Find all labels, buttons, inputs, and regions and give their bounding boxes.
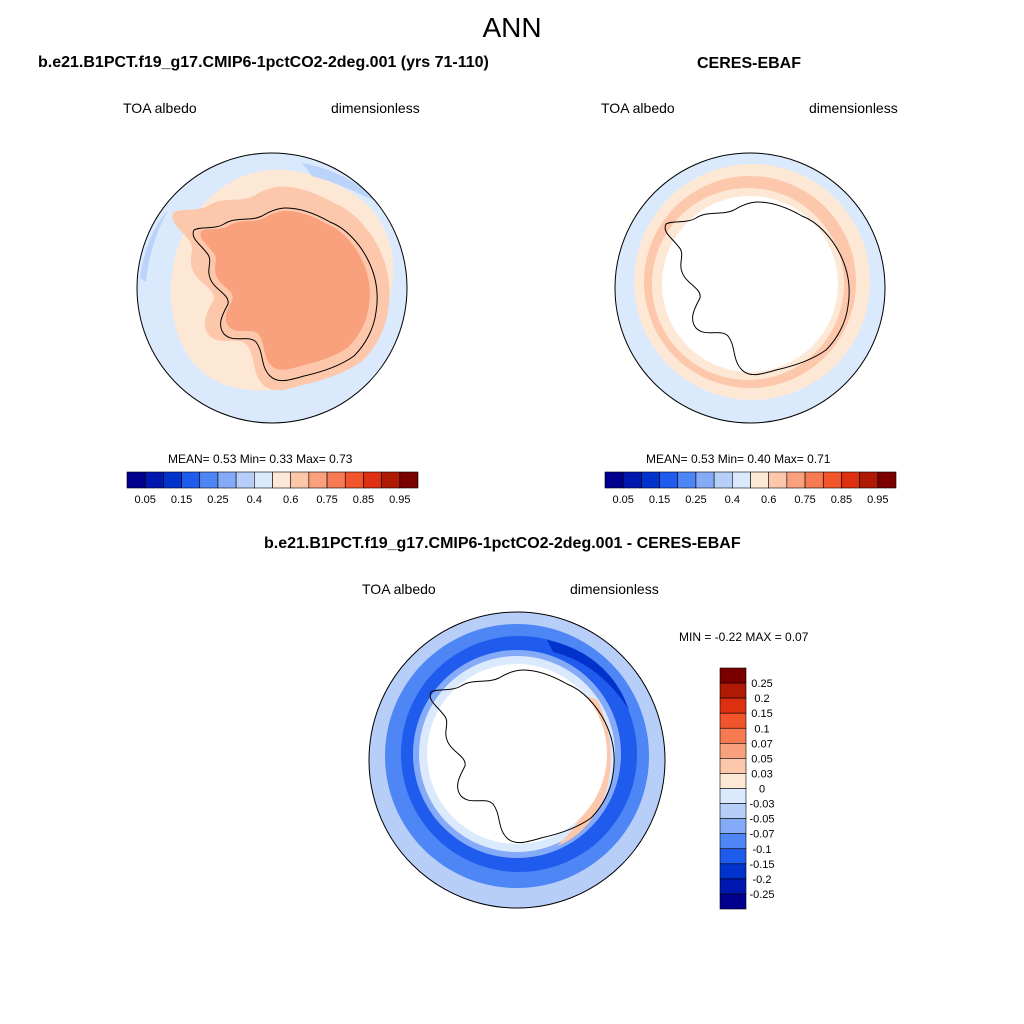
panel3-stats: MIN = -0.22 MAX = 0.07 (679, 630, 809, 644)
panel3-colorbar-tick-label: -0.07 (749, 829, 774, 841)
panel3-colorbar-tick-label: 0.25 (751, 678, 772, 690)
panel1-colorbar-swatch (308, 471, 328, 489)
panel1-colorbar-swatch (363, 471, 382, 489)
panel1-colorbar-swatch (217, 471, 237, 489)
panel1-colorbar-tick-label: 0.25 (207, 494, 228, 506)
panel3-colorbar-tick-label: -0.1 (753, 844, 772, 856)
panel3-colorbar-swatch (719, 788, 747, 804)
panel1-colorbar-swatch (344, 471, 364, 489)
panel3-colorbar-swatch (719, 878, 747, 895)
panel2-colorbar-swatch (604, 471, 624, 489)
panel3-colorbar-tick-label: 0.1 (754, 723, 769, 735)
panel3-colorbar-swatch (719, 818, 747, 834)
panel3-colorbar-tick-label: -0.15 (749, 859, 774, 871)
panel2-colorbar-tick-label: 0.95 (867, 494, 888, 506)
panel2-colorbar-swatch (713, 471, 733, 489)
panel1-colorbar-swatch (399, 471, 419, 489)
panel2-colorbar-swatch (750, 471, 769, 489)
panel3-colorbar-swatch (719, 803, 747, 819)
panel1-colorbar-tick-label: 0.4 (247, 494, 262, 506)
panel2-colorbar-tick-label: 0.75 (794, 494, 815, 506)
panel3-units-label: dimensionless (570, 581, 659, 597)
panel3-colorbar-tick-label: 0.15 (751, 708, 772, 720)
panel1-colorbar-swatch (254, 471, 273, 489)
panel2-colorbar-swatch (695, 471, 715, 489)
panel3-colorbar-swatch (719, 758, 747, 774)
panel3-colorbar-swatch (719, 863, 747, 880)
panel2-colorbar-tick-label: 0.15 (649, 494, 670, 506)
panel3-colorbar-swatch (719, 727, 747, 744)
panel2-polar-map (614, 152, 886, 424)
panel2-colorbar-tick-label: 0.4 (725, 494, 740, 506)
panel2-variable-label: TOA albedo (601, 100, 675, 116)
panel2-colorbar-tick-label: 0.6 (761, 494, 776, 506)
panel3-colorbar-swatch (719, 712, 747, 729)
panel1-stats: MEAN= 0.53 Min= 0.33 Max= 0.73 (168, 452, 353, 466)
panel2-colorbar-swatch (804, 471, 824, 489)
panel1-colorbar-tick-label: 0.75 (316, 494, 337, 506)
panel3-colorbar-tick-label: 0.2 (754, 693, 769, 705)
panel1-colorbar-swatch (199, 471, 219, 489)
panel1-colorbar-tick-label: 0.95 (389, 494, 410, 506)
panel2-colorbar-swatch (622, 471, 642, 489)
figure-title: ANN (482, 12, 542, 43)
panel3-colorbar-swatch (719, 743, 747, 759)
panel1-colorbar-tick-label: 0.15 (171, 494, 192, 506)
panel2-colorbar-swatch (877, 471, 897, 489)
panel3-title: b.e21.B1PCT.f19_g17.CMIP6-1pctCO2-2deg.0… (264, 535, 741, 552)
panel3-colorbar-swatch (719, 893, 747, 910)
panel1-colorbar-swatch (272, 471, 291, 489)
panel1-colorbar-swatch (381, 471, 401, 489)
panel1-title: b.e21.B1PCT.f19_g17.CMIP6-1pctCO2-2deg.0… (38, 54, 489, 71)
panel2-colorbar-tick-label: 0.85 (831, 494, 852, 506)
panel3-colorbar-swatch (719, 848, 747, 865)
panel1-colorbar-swatch (235, 471, 255, 489)
panel3-colorbar-tick-label: 0.03 (751, 768, 772, 780)
panel2-colorbar-tick-label: 0.25 (685, 494, 706, 506)
panel3-colorbar: 0.25 0.2 0.15 0.1 0.07 0.05 0.03 0 -0.03 -0.05 -0.… (719, 667, 775, 910)
panel2-colorbar-swatch (732, 471, 751, 489)
panel1-units-label: dimensionless (331, 100, 420, 116)
panel2-colorbar-swatch (768, 471, 788, 489)
panel2-colorbar-swatch (659, 471, 679, 489)
panel1-colorbar-swatch (326, 471, 346, 489)
panel3-colorbar-swatch (719, 682, 747, 699)
panel1-variable-label: TOA albedo (123, 100, 197, 116)
panel1-colorbar-tick-label: 0.85 (353, 494, 374, 506)
panel2-units-label: dimensionless (809, 100, 898, 116)
panel1-colorbar-swatch (181, 471, 201, 489)
panel3-colorbar-tick-label: -0.2 (753, 874, 772, 886)
panel2-colorbar-tick-label: 0.05 (612, 494, 633, 506)
panel3-colorbar-swatch (719, 667, 747, 684)
panel3-colorbar-tick-label: 0.07 (751, 738, 772, 750)
panel1-colorbar-tick-label: 0.6 (283, 494, 298, 506)
panel2-colorbar-swatch (841, 471, 860, 489)
panel3-colorbar-tick-label: -0.25 (749, 889, 774, 901)
panel3-colorbar-swatch (719, 697, 747, 714)
panel3-colorbar-swatch (719, 773, 747, 789)
panel1-polar-map (136, 152, 408, 424)
panel2-colorbar: 0.05 0.15 0.25 0.4 0.6 0.75 0.85 0.95 (604, 471, 897, 506)
panel2-colorbar-swatch (786, 471, 806, 489)
panel3-colorbar-tick-label: 0.05 (751, 753, 772, 765)
panel1-colorbar-swatch (126, 471, 146, 489)
panel2-colorbar-swatch (822, 471, 842, 489)
panel3-colorbar-tick-label: -0.05 (749, 814, 774, 826)
panel2-title: CERES-EBAF (697, 55, 802, 72)
panel1-colorbar-swatch (290, 471, 310, 489)
panel3-polar-map (368, 611, 666, 909)
panel2-colorbar-swatch (677, 471, 697, 489)
panel2-stats: MEAN= 0.53 Min= 0.40 Max= 0.71 (646, 452, 831, 466)
panel3-colorbar-tick-label: -0.03 (749, 799, 774, 811)
panel2-colorbar-swatch (859, 471, 879, 489)
panel3-variable-label: TOA albedo (362, 581, 436, 597)
panel1-colorbar-swatch (163, 471, 182, 489)
panel1-colorbar: 0.05 0.15 0.25 0.4 0.6 0.75 0.85 0.95 (126, 471, 419, 506)
panel3-colorbar-tick-label: 0 (759, 784, 765, 796)
panel3-colorbar-swatch (719, 833, 747, 850)
panel1-colorbar-swatch (144, 471, 164, 489)
panel2-colorbar-swatch (641, 471, 660, 489)
panel1-colorbar-tick-label: 0.05 (134, 494, 155, 506)
